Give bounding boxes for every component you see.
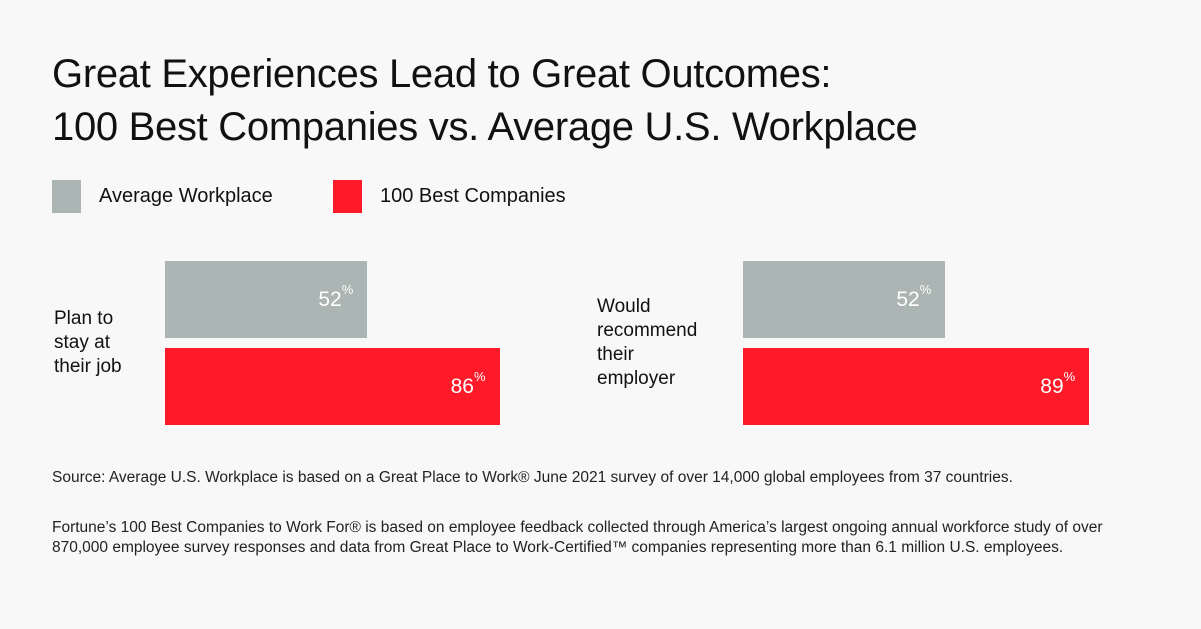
legend-label-best: 100 Best Companies bbox=[380, 185, 566, 207]
data-label: 52% bbox=[318, 281, 354, 311]
source-note-2: Fortune’s 100 Best Companies to Work For… bbox=[52, 519, 1103, 556]
chart-title: Great Experiences Lead to Great Outcomes… bbox=[52, 48, 918, 154]
bar-best: 89% bbox=[743, 348, 1090, 425]
legend-swatch-average bbox=[52, 180, 81, 213]
legend-label-average: Average Workplace bbox=[99, 185, 273, 207]
bar-average: 52% bbox=[743, 261, 946, 338]
source-note-1: Source: Average U.S. Workplace is based … bbox=[52, 469, 1013, 486]
title-line-2: 100 Best Companies vs. Average U.S. Work… bbox=[52, 105, 918, 149]
data-label: 52% bbox=[896, 281, 932, 311]
bar-best: 86% bbox=[165, 348, 500, 425]
data-label: 89% bbox=[1040, 368, 1076, 398]
legend-item-best: 100 Best Companies bbox=[333, 180, 566, 213]
legend-swatch-best bbox=[333, 180, 362, 213]
category-label: Plan to stay at their job bbox=[54, 308, 122, 377]
category-label: Would recommend their employer bbox=[597, 296, 698, 389]
bar-average: 52% bbox=[165, 261, 368, 338]
legend-item-average: Average Workplace bbox=[52, 180, 273, 213]
title-line-1: Great Experiences Lead to Great Outcomes… bbox=[52, 52, 832, 96]
data-label: 86% bbox=[450, 368, 486, 398]
